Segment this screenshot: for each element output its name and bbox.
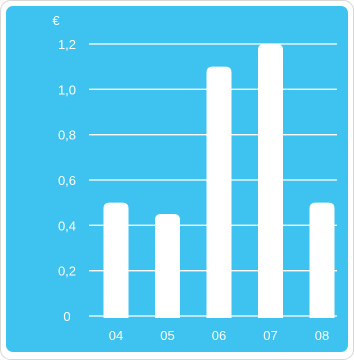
y-tick-label: 0,6 (58, 173, 76, 188)
bars (103, 44, 335, 319)
y-tick-label: 0 (63, 309, 70, 324)
bar-08 (309, 202, 335, 318)
bar-06 (206, 66, 232, 319)
bar-04 (103, 202, 129, 318)
y-tick-label: 1,2 (58, 37, 76, 52)
x-tick-label: 05 (160, 328, 174, 343)
y-tick-label: 0,8 (58, 128, 76, 143)
x-axis-ticks: 04 05 06 07 08 (109, 328, 329, 343)
y-axis-ticks: 0 0,2 0,4 0,6 0,8 1,0 1,2 (58, 37, 76, 324)
y-tick-label: 1,0 (58, 82, 76, 97)
x-tick-label: 04 (109, 328, 123, 343)
x-tick-label: 08 (315, 328, 329, 343)
x-tick-label: 07 (263, 328, 277, 343)
y-axis-unit: € (52, 13, 60, 28)
bar-05 (155, 214, 180, 318)
y-tick-label: 0,4 (58, 218, 76, 233)
y-tick-label: 0,2 (58, 264, 76, 279)
bar-07 (258, 44, 283, 318)
x-tick-label: 06 (212, 328, 226, 343)
